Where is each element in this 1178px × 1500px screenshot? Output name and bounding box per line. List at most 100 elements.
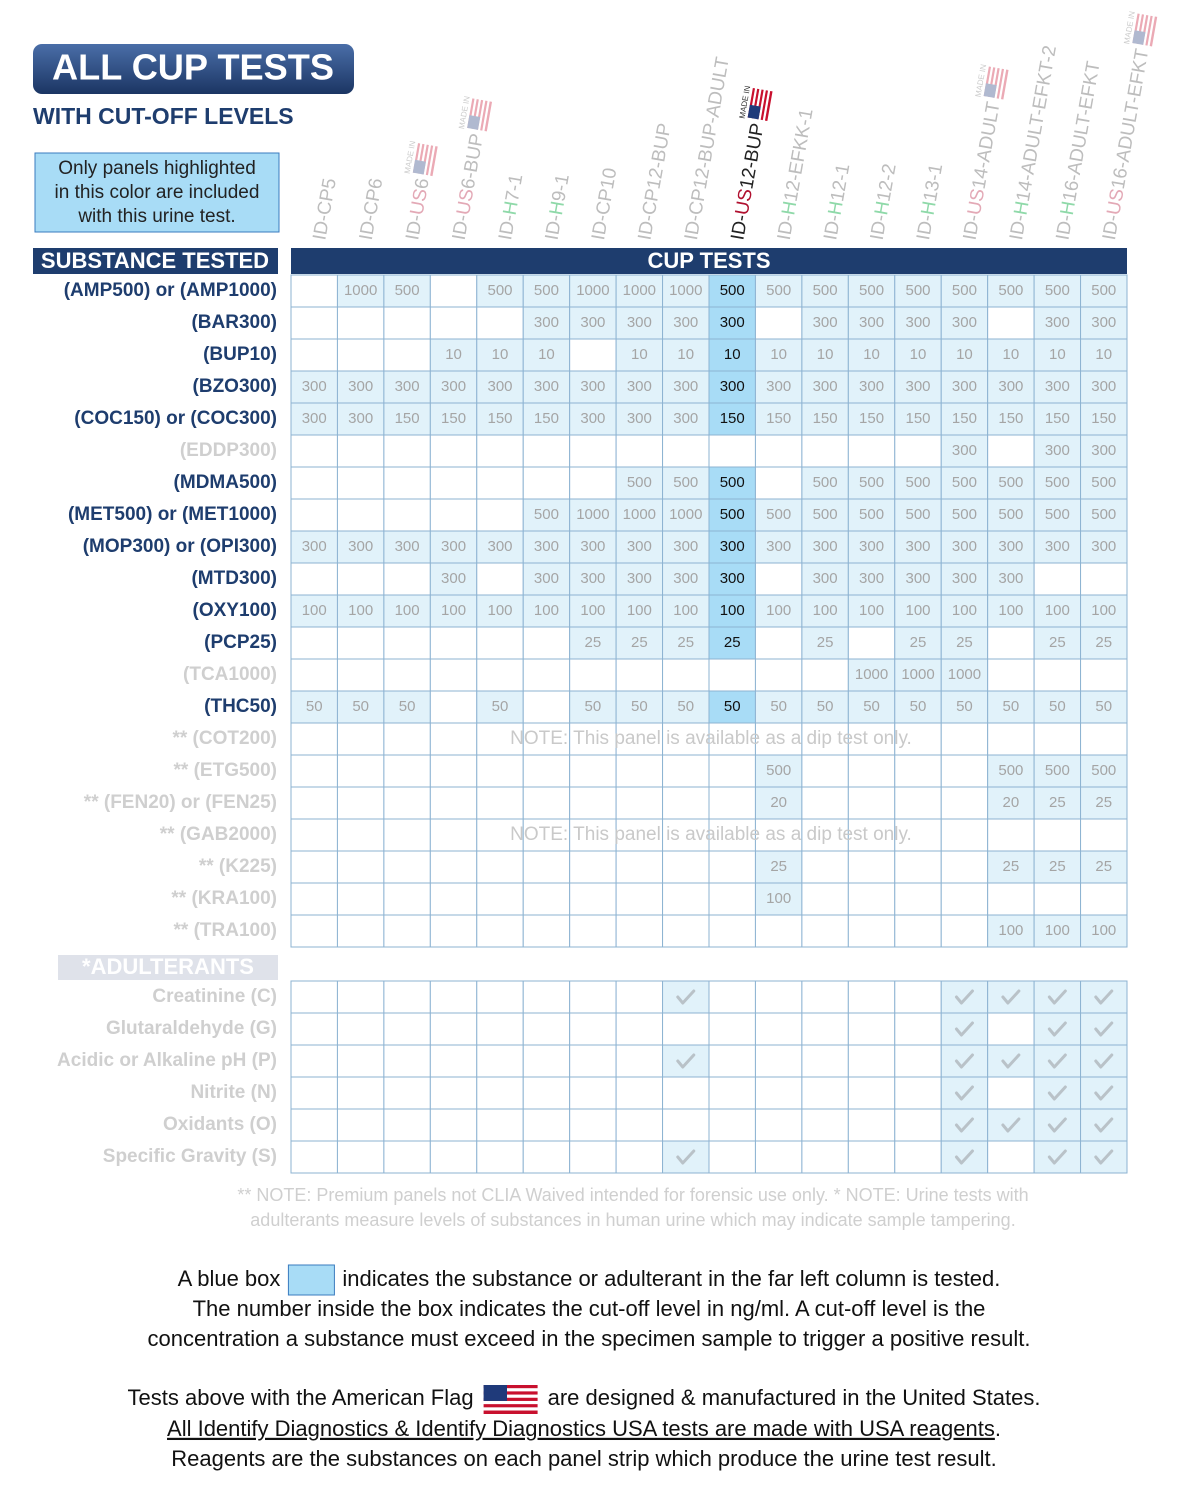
cut-off-value: 500 [720,282,745,299]
cell [336,818,385,852]
cell [987,1140,1035,1174]
cell [708,562,756,596]
cut-off-value: 50 [352,698,369,715]
cut-off-value: 300 [487,378,512,395]
cell [429,1076,478,1110]
cell [569,562,617,596]
cut-off-value: 500 [1045,282,1070,299]
cut-off-value: 300 [534,314,559,331]
cut-off-value: 300 [673,314,698,331]
row-label: ** (TRA100) [174,920,277,941]
cell [383,594,431,628]
cut-off-value: 1000 [669,282,702,299]
cell [801,530,849,564]
cell [569,690,617,724]
cell [801,914,849,948]
cell [662,722,710,756]
cell [336,274,385,308]
cell [476,530,524,564]
cut-off-value: 300 [673,538,698,555]
cell [940,626,989,660]
cell [290,882,338,916]
cut-off-value: 100 [395,602,420,619]
cell [801,562,849,596]
cell [940,1108,989,1142]
cell [1080,402,1128,436]
cell [429,882,478,916]
cell [801,274,849,308]
cell [1080,722,1128,756]
cut-off-value: 1000 [901,666,934,683]
cell [615,530,664,564]
cell [940,658,989,692]
cut-off-value: 1000 [855,666,888,683]
cell [662,980,710,1014]
cut-off-value: 100 [766,602,791,619]
cell [894,306,942,340]
cut-off-value: 300 [395,538,420,555]
cell [336,1076,385,1110]
cell [894,980,942,1014]
cell [429,850,478,884]
cell [336,498,385,532]
cell [708,1012,756,1046]
cell [336,1012,385,1046]
cell [290,1140,338,1174]
cell [336,562,385,596]
cell [801,1012,849,1046]
check-mark [954,989,974,1005]
cell [429,370,478,404]
cell [290,722,338,756]
cut-off-value: 300 [859,314,884,331]
cell [522,980,571,1014]
cell [987,818,1035,852]
cell [615,370,664,404]
cell [1033,850,1082,884]
cell [662,338,710,372]
cell [522,850,571,884]
cell [1080,1076,1128,1110]
cut-off-value: 50 [306,698,323,715]
cell [662,690,710,724]
cell [847,1012,896,1046]
cut-off-value: 500 [905,506,930,523]
cell [336,850,385,884]
cell [894,850,942,884]
cut-off-value: 50 [1095,698,1112,715]
cut-off-value: 300 [859,570,884,587]
cell [429,338,478,372]
check-mark [1094,1021,1114,1037]
cell [754,338,803,372]
cut-off-value: 100 [441,602,466,619]
cell [894,786,942,820]
cell [754,980,803,1014]
cell [1033,882,1082,916]
cut-off-value: 500 [952,474,977,491]
cell [1080,498,1128,532]
adulterant-label: Oxidants (O) [163,1114,277,1135]
cell [662,850,710,884]
cell [476,338,524,372]
cut-off-value: 10 [492,346,509,363]
cut-off-value: 100 [580,602,605,619]
cell [569,882,617,916]
cell [476,434,524,468]
cell [987,530,1035,564]
cell [1080,1140,1128,1174]
cell [290,594,338,628]
row-label: (EDDP300) [180,440,277,461]
cut-off-value: 300 [580,538,605,555]
cell [801,980,849,1014]
row-label: (MTD300) [191,568,277,589]
cut-off-value: 500 [905,282,930,299]
cell [847,338,896,372]
cell [1080,658,1128,692]
cut-off-value: 300 [813,378,838,395]
cell [894,658,942,692]
blue-box-sample [287,1264,335,1296]
cell [940,1140,989,1174]
cell [476,980,524,1014]
cell [754,274,803,308]
cut-off-value: 500 [813,282,838,299]
